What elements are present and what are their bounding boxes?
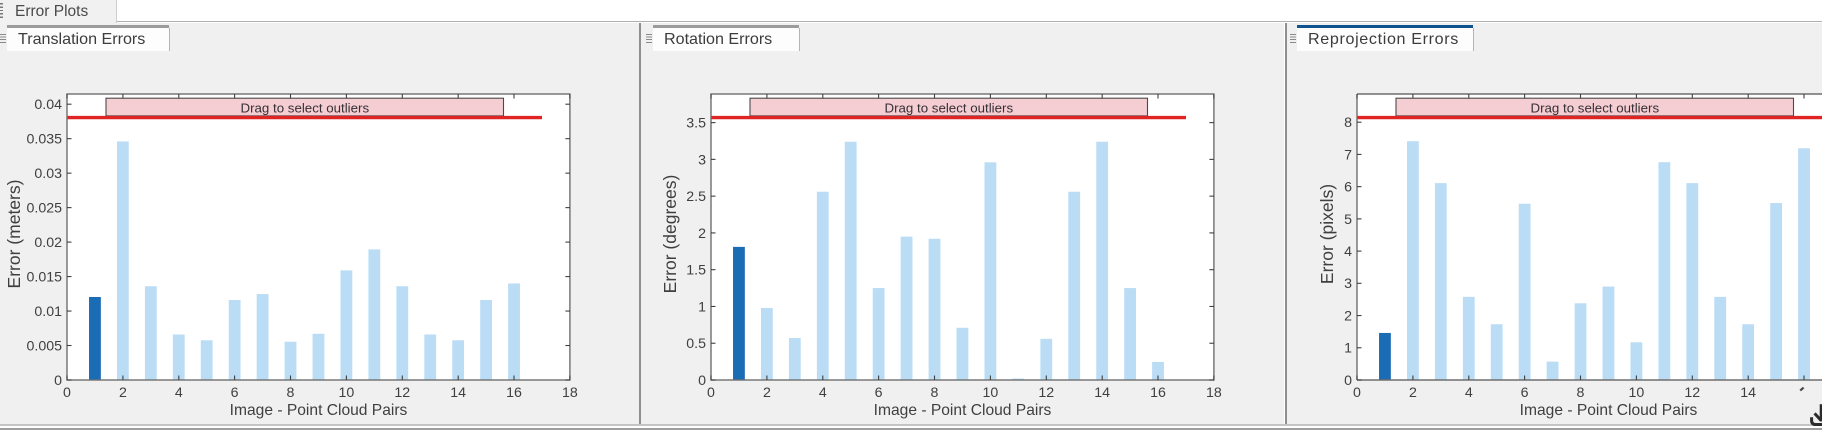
svg-text:0.01: 0.01 (34, 304, 62, 320)
svg-text:6: 6 (1521, 385, 1529, 401)
svg-text:8: 8 (1577, 385, 1585, 401)
svg-text:18: 18 (562, 385, 578, 401)
svg-text:Drag to select outliers: Drag to select outliers (885, 100, 1014, 115)
svg-text:0.02: 0.02 (34, 235, 62, 251)
svg-text:0.025: 0.025 (26, 201, 62, 217)
svg-text:3: 3 (698, 152, 706, 168)
svg-text:12: 12 (394, 385, 410, 401)
svg-text:8: 8 (1344, 115, 1352, 131)
svg-text:0: 0 (54, 373, 62, 389)
svg-text:2.5: 2.5 (686, 189, 706, 205)
svg-text:0.005: 0.005 (26, 338, 62, 354)
svg-text:10: 10 (983, 385, 999, 401)
svg-text:3.5: 3.5 (686, 116, 706, 132)
svg-text:1.5: 1.5 (686, 263, 706, 279)
svg-text:6: 6 (1344, 180, 1352, 196)
svg-text:14: 14 (1740, 385, 1756, 401)
svg-text:10: 10 (339, 385, 355, 401)
svg-text:4: 4 (819, 385, 827, 401)
svg-text:1: 1 (698, 299, 706, 315)
svg-text:Drag to select outliers: Drag to select outliers (241, 100, 370, 115)
svg-text:4: 4 (1465, 385, 1473, 401)
svg-text:Image - Point Cloud Pairs: Image - Point Cloud Pairs (230, 402, 408, 419)
svg-text:2: 2 (119, 385, 127, 401)
svg-text:10: 10 (1629, 385, 1645, 401)
svg-text:2: 2 (698, 226, 706, 242)
svg-text:0: 0 (698, 373, 706, 389)
svg-text:Image - Point Cloud Pairs: Image - Point Cloud Pairs (874, 402, 1052, 419)
svg-text:0: 0 (707, 385, 715, 401)
svg-text:12: 12 (1038, 385, 1054, 401)
svg-text:0.5: 0.5 (686, 336, 706, 352)
svg-text:8: 8 (287, 385, 295, 401)
svg-text:2: 2 (763, 385, 771, 401)
svg-text:Image - Point Cloud Pairs: Image - Point Cloud Pairs (1520, 402, 1698, 419)
svg-text:Drag to select outliers: Drag to select outliers (1531, 100, 1660, 115)
svg-text:1: 1 (1344, 341, 1352, 357)
svg-text:0: 0 (63, 385, 71, 401)
svg-text:0: 0 (1353, 385, 1361, 401)
svg-text:7: 7 (1344, 147, 1352, 163)
svg-text:6: 6 (231, 385, 239, 401)
svg-text:2: 2 (1344, 308, 1352, 324)
svg-text:18: 18 (1206, 385, 1222, 401)
svg-text:0.015: 0.015 (26, 269, 62, 285)
svg-text:14: 14 (1094, 385, 1110, 401)
svg-text:14: 14 (450, 385, 466, 401)
svg-text:5: 5 (1344, 212, 1352, 228)
svg-text:Error (meters): Error (meters) (4, 180, 24, 289)
svg-text:0.03: 0.03 (34, 166, 62, 182)
svg-text:8: 8 (931, 385, 939, 401)
svg-text:4: 4 (1344, 244, 1352, 260)
svg-text:0.04: 0.04 (34, 97, 62, 113)
svg-text:2: 2 (1409, 385, 1417, 401)
svg-text:Error (degrees): Error (degrees) (660, 175, 680, 294)
svg-text:6: 6 (875, 385, 883, 401)
svg-text:4: 4 (175, 385, 183, 401)
svg-text:0: 0 (1344, 373, 1352, 389)
svg-text:3: 3 (1344, 276, 1352, 292)
svg-text:12: 12 (1684, 385, 1700, 401)
svg-text:0.035: 0.035 (26, 132, 62, 148)
svg-text:16: 16 (1150, 385, 1166, 401)
svg-text:16: 16 (506, 385, 522, 401)
svg-text:Error (pixels): Error (pixels) (1317, 184, 1337, 284)
